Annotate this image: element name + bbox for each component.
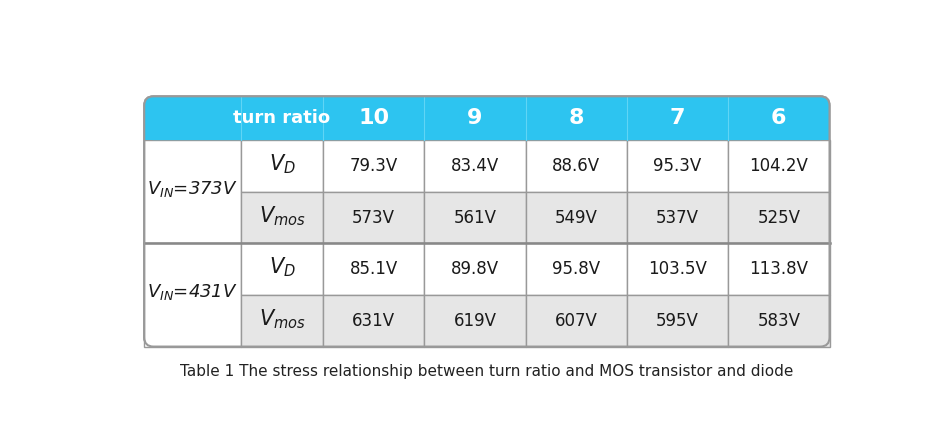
Bar bbox=[729, 243, 829, 295]
Text: $V_{mos}$: $V_{mos}$ bbox=[258, 308, 305, 331]
Bar bbox=[323, 192, 425, 243]
Bar bbox=[425, 243, 525, 295]
Text: 6: 6 bbox=[771, 108, 787, 128]
Text: 113.8V: 113.8V bbox=[750, 260, 808, 278]
Bar bbox=[144, 243, 241, 347]
Text: 631V: 631V bbox=[352, 312, 395, 330]
Text: 95.8V: 95.8V bbox=[552, 260, 600, 278]
Bar bbox=[627, 295, 729, 347]
Bar bbox=[729, 295, 829, 347]
Text: 85.1V: 85.1V bbox=[350, 260, 398, 278]
Text: 95.3V: 95.3V bbox=[654, 157, 702, 175]
Text: $V_D$: $V_D$ bbox=[269, 256, 295, 279]
Text: 9: 9 bbox=[467, 108, 483, 128]
Bar bbox=[729, 192, 829, 243]
Bar bbox=[425, 192, 525, 243]
Text: 537V: 537V bbox=[656, 208, 699, 226]
Text: turn ratio: turn ratio bbox=[234, 109, 331, 127]
Text: 549V: 549V bbox=[555, 208, 598, 226]
Bar bbox=[627, 243, 729, 295]
Bar bbox=[241, 140, 323, 192]
Text: $V_{IN}$=431V: $V_{IN}$=431V bbox=[147, 282, 238, 302]
Bar bbox=[144, 140, 241, 243]
Bar bbox=[525, 295, 627, 347]
Text: 7: 7 bbox=[670, 108, 685, 128]
Text: $V_{mos}$: $V_{mos}$ bbox=[258, 204, 305, 228]
Bar bbox=[627, 140, 729, 192]
Text: 561V: 561V bbox=[453, 208, 497, 226]
Text: 83.4V: 83.4V bbox=[451, 157, 499, 175]
Text: $V_D$: $V_D$ bbox=[269, 153, 295, 176]
Text: 88.6V: 88.6V bbox=[552, 157, 600, 175]
Text: 573V: 573V bbox=[352, 208, 395, 226]
Text: 79.3V: 79.3V bbox=[350, 157, 398, 175]
Text: 10: 10 bbox=[358, 108, 389, 128]
FancyBboxPatch shape bbox=[144, 96, 829, 140]
Text: $V_{IN}$=373V: $V_{IN}$=373V bbox=[147, 179, 238, 199]
Bar bbox=[425, 295, 525, 347]
FancyBboxPatch shape bbox=[144, 96, 829, 347]
Text: 595V: 595V bbox=[656, 312, 699, 330]
Bar bbox=[241, 243, 323, 295]
Bar bbox=[525, 140, 627, 192]
Bar bbox=[627, 192, 729, 243]
Text: 525V: 525V bbox=[757, 208, 800, 226]
Text: 619V: 619V bbox=[453, 312, 497, 330]
Bar bbox=[323, 243, 425, 295]
Bar bbox=[323, 140, 425, 192]
Text: 583V: 583V bbox=[757, 312, 800, 330]
Bar bbox=[425, 140, 525, 192]
Text: 103.5V: 103.5V bbox=[648, 260, 707, 278]
Text: Table 1 The stress relationship between turn ratio and MOS transistor and diode: Table 1 The stress relationship between … bbox=[180, 364, 793, 379]
Text: 607V: 607V bbox=[555, 312, 598, 330]
Bar bbox=[241, 192, 323, 243]
Bar bbox=[525, 192, 627, 243]
Text: 89.8V: 89.8V bbox=[451, 260, 499, 278]
Bar bbox=[144, 118, 829, 140]
Bar bbox=[241, 295, 323, 347]
Bar bbox=[729, 140, 829, 192]
Bar bbox=[525, 243, 627, 295]
Text: 8: 8 bbox=[568, 108, 584, 128]
Bar bbox=[323, 295, 425, 347]
Text: 104.2V: 104.2V bbox=[750, 157, 808, 175]
